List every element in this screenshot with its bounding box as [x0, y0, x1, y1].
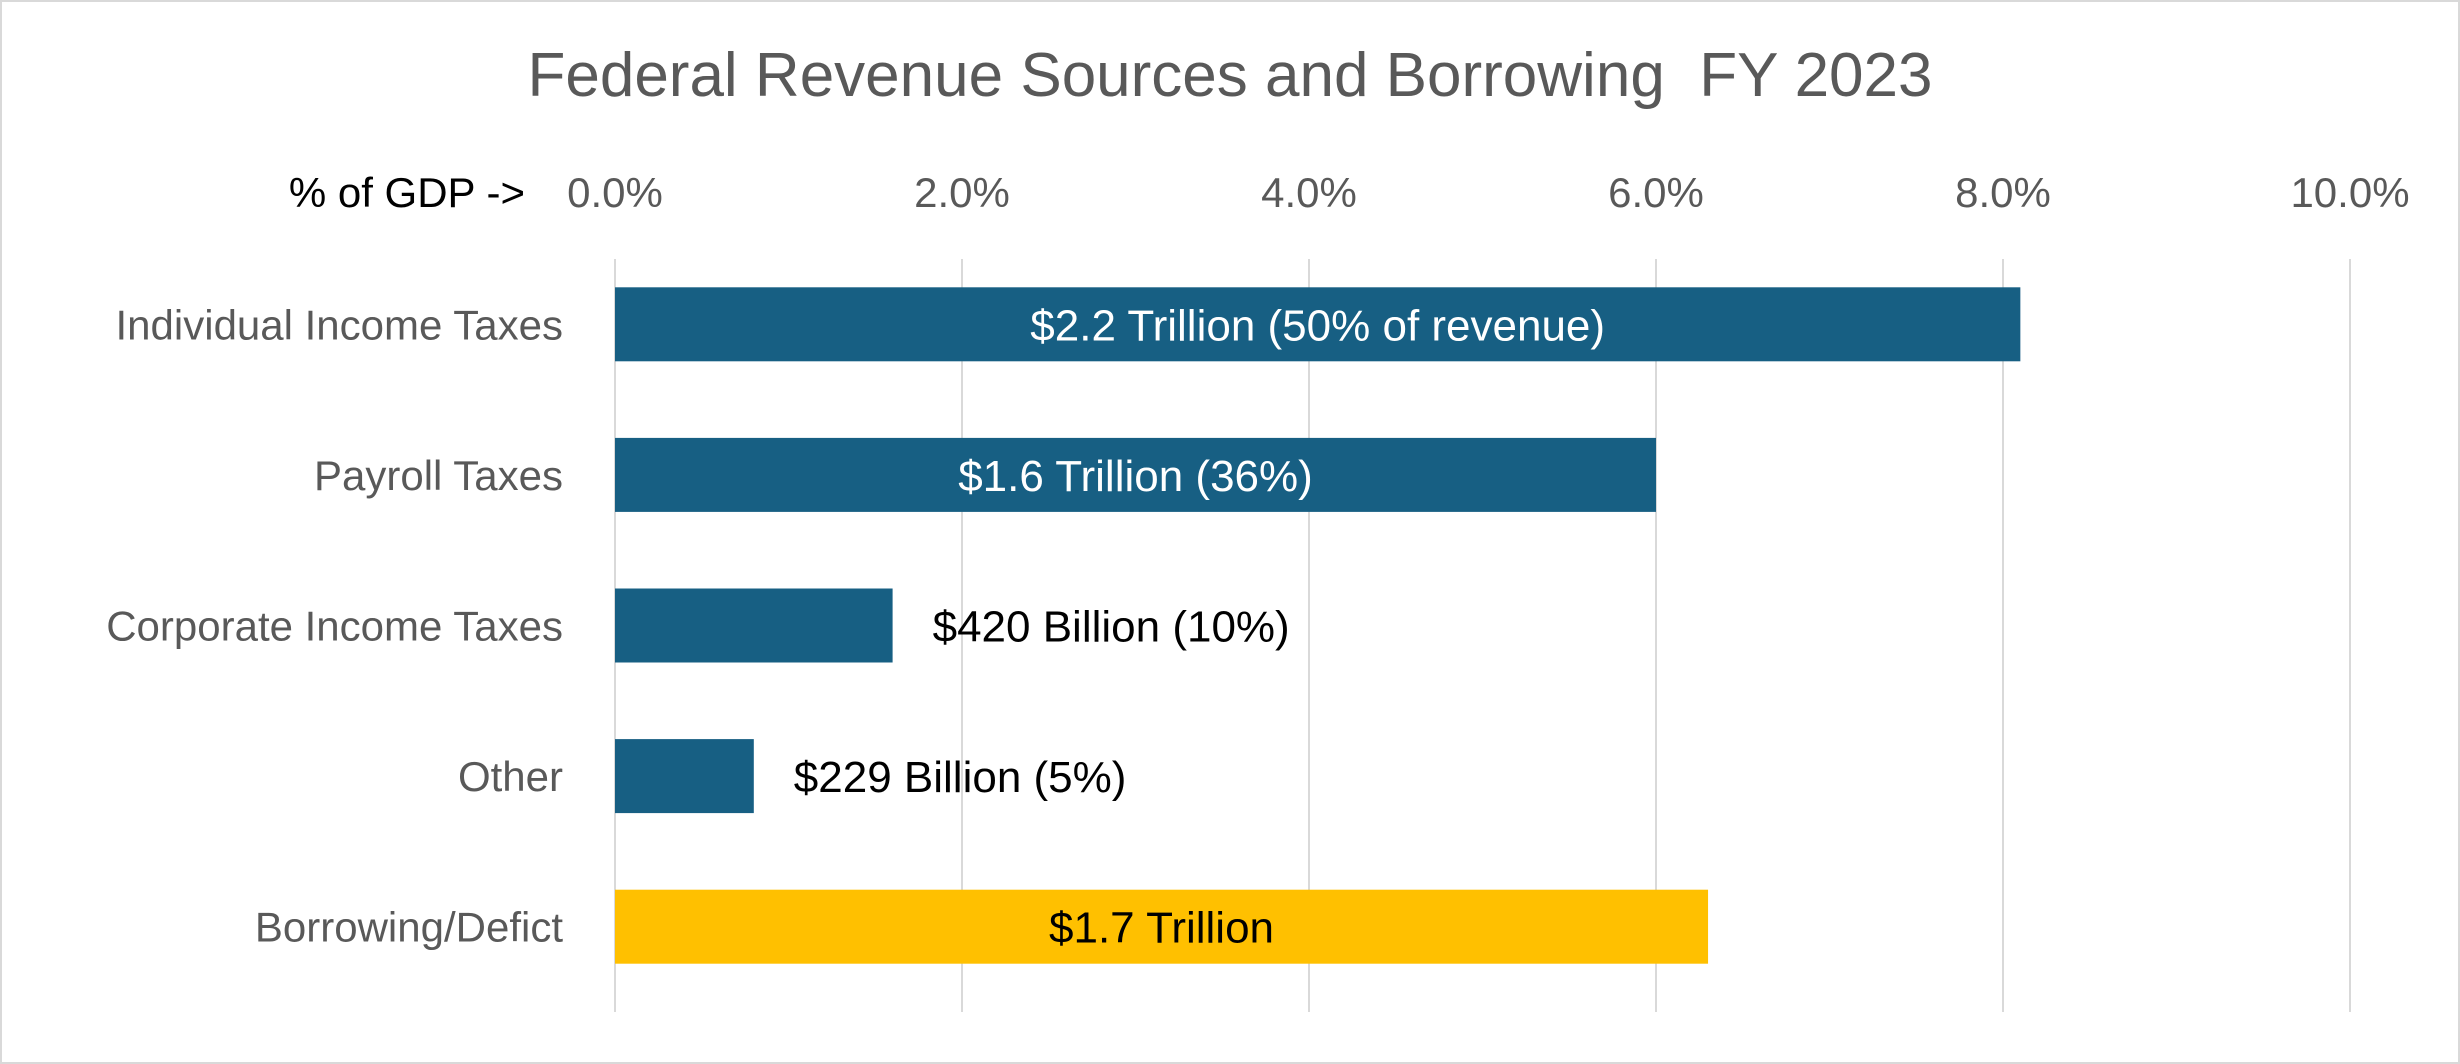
category-label: Borrowing/Defict [255, 904, 563, 951]
category-label: Corporate Income Taxes [106, 603, 563, 650]
bar [615, 889, 1709, 964]
category-label: Payroll Taxes [314, 452, 563, 499]
bar [615, 287, 2021, 362]
data-label: $2.2 Trillion (50% of revenue) [1030, 301, 1605, 350]
bar [615, 739, 754, 814]
data-label: $1.6 Trillion (36%) [958, 452, 1313, 501]
data-label: $229 Billion (5%) [794, 753, 1127, 802]
chart-title: Federal Revenue Sources and Borrowing FY… [527, 41, 1932, 110]
x-tick-label: 2.0% [914, 169, 1010, 216]
axis-prefix-label: % of GDP -> [289, 169, 525, 216]
x-tick-label: 10.0% [2290, 169, 2409, 216]
bar [615, 588, 893, 663]
bar [615, 437, 1656, 512]
x-tick-label: 8.0% [1955, 169, 2051, 216]
data-label: $1.7 Trillion [1049, 904, 1274, 953]
x-tick-label: 4.0% [1261, 169, 1357, 216]
category-label: Individual Income Taxes [116, 301, 563, 348]
x-tick-label: 6.0% [1608, 169, 1704, 216]
x-tick-label: 0.0% [567, 169, 663, 216]
data-label: $420 Billion (10%) [933, 603, 1290, 652]
category-label: Other [458, 753, 563, 800]
